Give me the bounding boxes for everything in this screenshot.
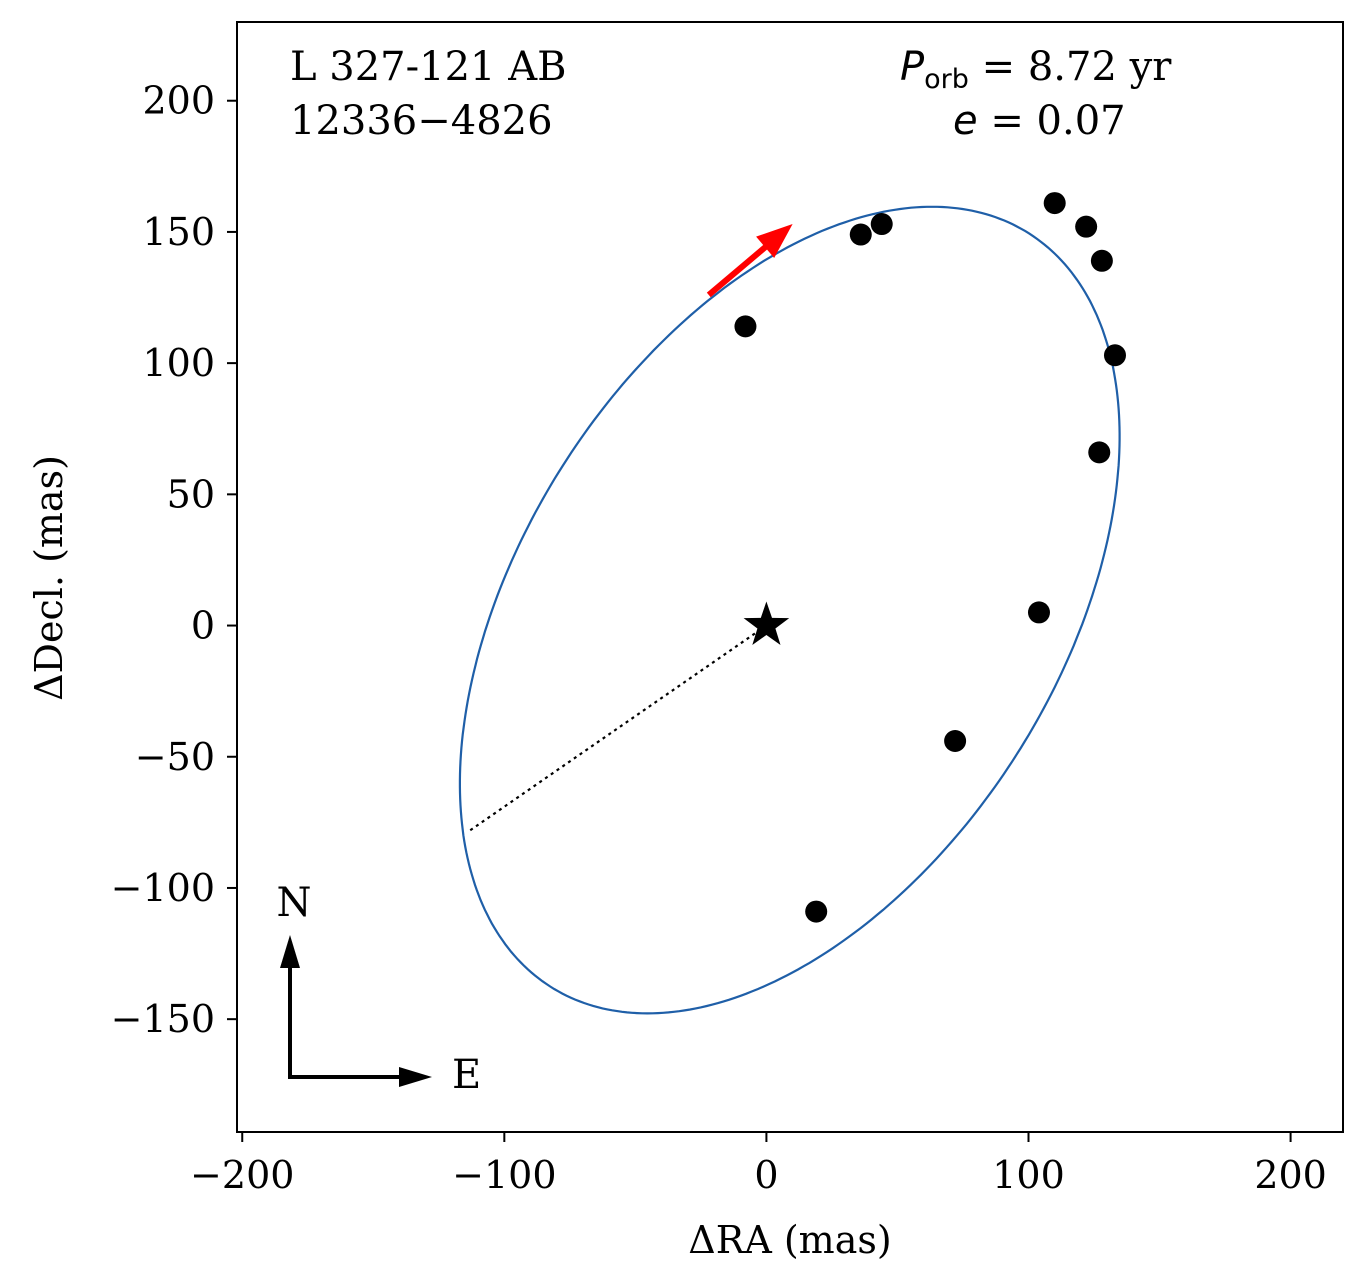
motion-arrow-shaft <box>706 242 771 298</box>
compass-north-label: N <box>277 880 312 926</box>
period-value: = 8.72 yr <box>969 44 1172 90</box>
observation-point <box>734 315 757 338</box>
x-axis-label: ΔRA (mas) <box>688 1218 891 1262</box>
observation-point <box>1103 344 1126 367</box>
observation-point <box>805 900 828 923</box>
y-tick-label: −150 <box>111 997 215 1041</box>
x-tick-label: −100 <box>452 1153 556 1197</box>
system-id: 12336−4826 <box>290 98 553 144</box>
period-annotation: Porb = 8.72 yr <box>900 44 1172 95</box>
y-tick-label: −100 <box>111 866 215 910</box>
period-subscript: orb <box>924 64 969 95</box>
periastron-line <box>469 624 768 832</box>
motion-direction-arrow <box>706 224 793 298</box>
north-arrow-head <box>280 935 300 968</box>
period-symbol: P <box>900 44 925 90</box>
y-tick-label: −50 <box>135 735 215 779</box>
x-tick-label: 100 <box>992 1153 1065 1197</box>
compass-east-label: E <box>452 1052 481 1098</box>
observation-point <box>1027 601 1050 624</box>
y-axis: −150 −100 −50 0 50 100 150 200 <box>111 79 237 1041</box>
x-tick-label: −200 <box>190 1153 294 1197</box>
y-tick-label: 0 <box>191 604 215 648</box>
x-tick-label: 0 <box>754 1153 778 1197</box>
observation-point <box>944 730 967 753</box>
observation-point <box>870 213 893 236</box>
y-axis-label: ΔDecl. (mas) <box>27 455 71 701</box>
y-tick-label: 200 <box>142 79 215 123</box>
eccentricity-symbol: e <box>953 98 978 144</box>
y-tick-label: 150 <box>142 210 215 254</box>
x-tick-label: 200 <box>1254 1153 1327 1197</box>
eccentricity-annotation: e = 0.07 <box>953 98 1126 144</box>
eccentricity-value: = 0.07 <box>978 98 1126 144</box>
observation-point <box>1075 215 1098 238</box>
observation-point <box>1090 249 1113 272</box>
observation-points <box>734 192 1126 923</box>
observation-point <box>1043 192 1066 215</box>
system-name: L 327-121 AB <box>290 44 566 90</box>
primary-star-marker <box>743 601 790 645</box>
orbit-ellipse <box>458 205 1121 1015</box>
plot-frame <box>236 21 1344 1133</box>
observation-point <box>1088 441 1111 464</box>
east-arrow-head <box>399 1067 432 1087</box>
y-tick-label: 50 <box>167 472 215 516</box>
plot-area <box>458 192 1126 1015</box>
y-tick-label: 100 <box>142 341 215 385</box>
compass: N E <box>277 880 482 1098</box>
x-axis: −200 −100 0 100 200 <box>190 1132 1327 1197</box>
motion-arrow-head <box>756 224 793 258</box>
observation-point <box>849 223 872 246</box>
